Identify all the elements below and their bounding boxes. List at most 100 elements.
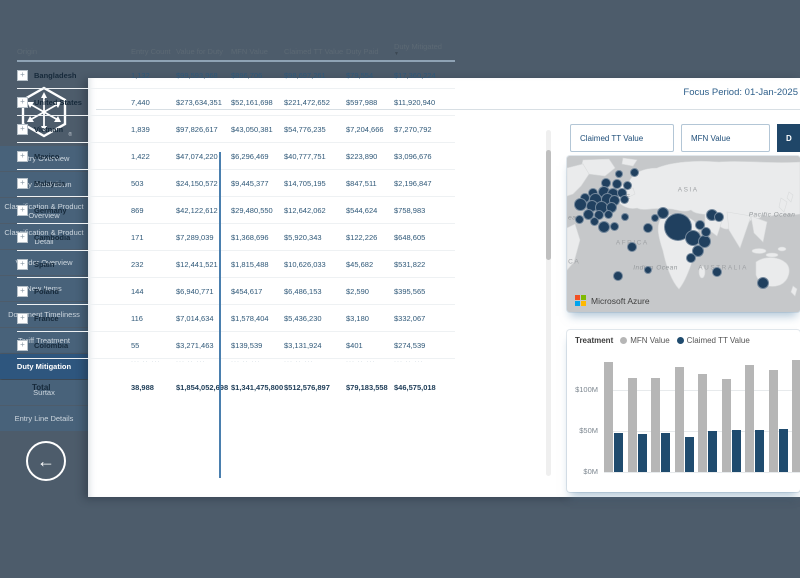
table-cell: $7,014,634 — [176, 313, 214, 323]
sidebar-item-tariff-treatment[interactable]: Tariff Treatment — [0, 328, 88, 353]
bar-claimed-tt-value-jun-2025[interactable] — [731, 430, 741, 472]
expand-row-icon[interactable]: + — [17, 150, 28, 162]
table-cell: $98,697,261 — [284, 70, 326, 80]
sidebar-item-surtax[interactable]: Surtax — [0, 380, 88, 405]
map-data-bubble[interactable] — [643, 223, 654, 234]
map-data-bubble[interactable] — [614, 169, 623, 178]
duty-button[interactable]: D — [777, 124, 800, 152]
bar-claimed-tt-value-apr-2025[interactable] — [684, 436, 694, 472]
expand-row-icon[interactable]: + — [17, 312, 28, 324]
back-button[interactable]: ← — [26, 441, 66, 481]
table-row-vietnam[interactable]: + Vietnam 1,839 $97,826,617 $43,050,381 $54,7… — [17, 116, 455, 143]
map-data-bubble[interactable] — [583, 208, 595, 220]
origin-duty-table: Origin Entry Count Value for Duty MFN Value… — [17, 42, 455, 402]
bar-mfn-value-aug-2025[interactable] — [768, 370, 778, 472]
table-row-germany[interactable]: + Germany 869 $42,122,612 $29,480,550 $12,642… — [17, 197, 455, 224]
map-data-bubble[interactable] — [629, 167, 639, 177]
sidebar-item-vendor-overview[interactable]: Vendor Overview — [0, 250, 88, 275]
table-row-colombia[interactable]: + Colombia 55 $3,271,463 $139,539 $3,131,924 $… — [17, 332, 455, 359]
column-header-entry-count[interactable]: Entry Count — [131, 47, 176, 56]
bar-mfn-value-may-2025[interactable] — [698, 374, 707, 472]
map-data-bubble[interactable] — [613, 270, 624, 281]
column-header-value-for-duty[interactable]: Value for Duty — [176, 47, 231, 56]
map-data-bubble[interactable] — [627, 241, 637, 252]
bar-mfn-value-jun-2025[interactable] — [721, 379, 731, 472]
bar-claimed-tt-value-jul-2025[interactable] — [755, 430, 764, 472]
table-cell-clipped: ··· ·· ··· — [346, 359, 376, 365]
claimed-tt-filter[interactable]: Claimed TT Value — [570, 124, 674, 152]
map-data-bubble[interactable] — [712, 267, 723, 278]
map-data-bubble[interactable] — [612, 178, 623, 189]
map-data-bubble[interactable] — [713, 211, 724, 222]
bar-mfn-value-feb-2025[interactable] — [627, 377, 637, 472]
expand-row-icon[interactable]: + — [17, 285, 28, 297]
table-row-cambodia[interactable]: + Cambodia 171 $7,289,039 $1,368,696 $5,920,3… — [17, 224, 455, 251]
bar-claimed-tt-value-aug-2025[interactable] — [778, 429, 788, 472]
table-row-poland[interactable]: + Poland 144 $6,940,771 $454,617 $6,486,153 $2… — [17, 278, 455, 305]
map-data-bubble[interactable] — [644, 266, 653, 275]
bar-mfn-value-sep-2025[interactable] — [792, 360, 800, 472]
map-data-bubble[interactable] — [622, 181, 632, 191]
table-row-france[interactable]: + France 116 $7,014,634 $1,578,404 $5,436,230… — [17, 305, 455, 332]
expand-row-icon[interactable]: + — [17, 231, 28, 243]
origin-name: Mexico — [34, 151, 60, 161]
sidebar-item-classification-product-detail[interactable]: Classification & Product Detail — [0, 224, 88, 249]
map-data-bubble[interactable] — [609, 221, 619, 231]
map-data-bubble[interactable] — [621, 212, 630, 221]
bar-claimed-tt-value-mar-2025[interactable] — [661, 433, 670, 472]
table-row-united-states[interactable]: + United States 7,440 $273,634,351 $52,161,6… — [17, 89, 455, 116]
table-scrollbar[interactable] — [546, 130, 551, 476]
bar-claimed-tt-value-jan-2025[interactable] — [614, 432, 623, 472]
sidebar-item-duty-breakdown[interactable]: Duty Breakdown — [0, 172, 88, 197]
legend-item-claimed-tt-value[interactable]: Claimed TT Value — [676, 336, 750, 345]
origin-cell: + United States — [17, 96, 131, 108]
sidebar-item-new-items[interactable]: New Items — [0, 276, 88, 301]
map-data-bubble[interactable] — [651, 213, 660, 222]
table-scrollbar-thumb[interactable] — [546, 150, 551, 260]
map-data-bubble[interactable] — [756, 276, 769, 289]
map-data-bubble[interactable] — [589, 217, 599, 227]
column-header-claimed-tt-value[interactable]: Claimed TT Value — [284, 47, 346, 56]
bar-mfn-value-jul-2025[interactable] — [745, 364, 754, 472]
bar-mfn-value-jan-2025[interactable] — [604, 362, 613, 472]
map-data-bubble[interactable] — [695, 219, 706, 230]
expand-row-icon[interactable]: + — [17, 177, 28, 189]
map-data-bubble[interactable] — [598, 220, 611, 233]
mfn-filter[interactable]: MFN Value — [681, 124, 770, 152]
sidebar-item-document-timeliness[interactable]: Document Timeliness — [0, 302, 88, 327]
map-data-bubble[interactable] — [603, 209, 613, 219]
world-map-card[interactable]: ASIAAFRICAAUSTRALIAEPacific OceanIndian … — [567, 156, 800, 312]
table-row-bangladesh[interactable]: + Bangladesh 1,132 $99,593,968 $896,706 $98,6… — [17, 62, 455, 89]
sidebar-item-entry-line-details[interactable]: Entry Line Details — [0, 406, 88, 431]
column-header-duty-mitigated[interactable]: Duty Mitigated ▼ — [394, 42, 455, 57]
expand-row-icon[interactable]: + — [17, 339, 28, 351]
origin-name: United States — [34, 97, 82, 107]
map-data-bubble[interactable] — [656, 206, 669, 219]
map-data-bubble[interactable] — [619, 195, 629, 205]
legend-item-mfn-value[interactable]: MFN Value — [620, 336, 670, 345]
expand-row-icon[interactable]: + — [17, 204, 28, 216]
column-header-origin[interactable]: Origin — [17, 47, 131, 56]
sidebar-item-entry-overview[interactable]: Entry Overview — [0, 146, 88, 171]
table-cell: $2,590 — [346, 286, 369, 296]
sort-descending-icon: ▼ — [394, 51, 399, 57]
column-header-mfn-value[interactable]: MFN Value — [231, 47, 284, 56]
map-data-bubble[interactable] — [574, 214, 584, 224]
table-row-malaysia[interactable]: + Malaysia 503 $24,150,572 $9,445,377 $14,705… — [17, 170, 455, 197]
expand-row-icon[interactable]: + — [17, 258, 28, 270]
table-row-mexico[interactable]: + Mexico 1,422 $47,074,220 $6,296,469 $40,777… — [17, 143, 455, 170]
expand-row-icon[interactable]: + — [17, 69, 28, 81]
table-row-spain[interactable]: + Spain 232 $12,441,521 $1,815,488 $10,626,03… — [17, 251, 455, 278]
map-data-bubble[interactable] — [685, 253, 696, 264]
bar-mfn-value-apr-2025[interactable] — [674, 367, 684, 472]
table-cell: $3,131,924 — [284, 340, 322, 350]
expand-row-icon[interactable]: + — [17, 96, 28, 108]
sidebar-item-classification-product-overview[interactable]: Classification & Product Overview — [0, 198, 88, 223]
bar-claimed-tt-value-feb-2025[interactable] — [637, 434, 647, 472]
expand-row-icon[interactable]: + — [17, 123, 28, 135]
column-header-duty-paid[interactable]: Duty Paid — [346, 47, 394, 56]
bar-claimed-tt-value-may-2025[interactable] — [708, 431, 717, 472]
bar-mfn-value-mar-2025[interactable] — [651, 377, 660, 472]
map-data-bubble[interactable] — [593, 209, 604, 220]
map-data-bubble[interactable] — [701, 226, 712, 237]
